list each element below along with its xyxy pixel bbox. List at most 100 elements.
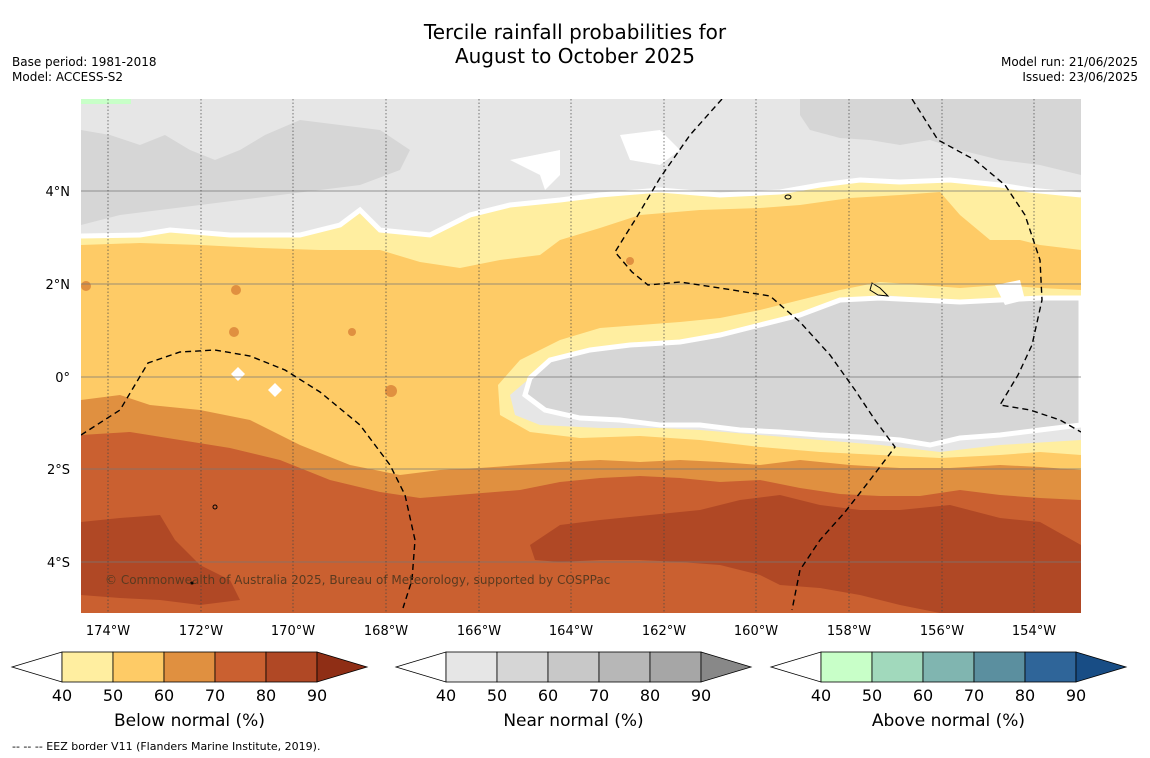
latitude-labels: 4°N 2°N 0° 2°S 4°S [46, 185, 71, 571]
above-normal-colorbar-tick: 70 [964, 686, 984, 705]
above-normal-colorbar: 40 50 60 70 80 90 Above normal (%) [769, 651, 1128, 731]
lon-label-164w: 164°W [549, 624, 593, 639]
white-patch-4 [620, 130, 680, 165]
lat-label-0: 0° [55, 371, 70, 386]
gridlines [81, 99, 1081, 613]
below-normal-colorbar-tick: 90 [307, 686, 327, 705]
issued-text: Issued: 23/06/2025 [1022, 70, 1138, 84]
below-normal-colorbar-tick: 50 [103, 686, 123, 705]
speck-4 [385, 385, 397, 397]
near-normal-north-boundary [81, 177, 1081, 239]
white-patch-1 [231, 367, 245, 381]
copyright-text: © Commonwealth of Australia 2025, Bureau… [105, 573, 610, 587]
near-normal-colorbar-segment [649, 651, 702, 683]
above-normal-colorbar-segment [1024, 651, 1077, 683]
lon-label-166w: 166°W [457, 624, 501, 639]
near-normal-colorbar-high-arrow [700, 651, 753, 683]
near-normal-50-patch-ne [800, 99, 1081, 175]
speck-3 [348, 328, 356, 336]
model-run-text: Model run: 21/06/2025 [1000, 55, 1138, 69]
probability-field: © Commonwealth of Australia 2025, Bureau… [81, 99, 1081, 613]
below-normal-colorbar-segment [163, 651, 216, 683]
lon-label-158w: 158°W [827, 624, 871, 639]
eez-border-west [81, 349, 416, 609]
above-normal-colorbar-low-arrow [769, 651, 822, 683]
lon-label-168w: 168°W [364, 624, 408, 639]
base-period-text: Base period: 1981-2018 [12, 55, 157, 69]
near-normal-colorbar-tick: 80 [640, 686, 660, 705]
title-line-2: August to October 2025 [454, 44, 696, 68]
eez-borders [81, 99, 1081, 611]
island-2 [784, 194, 792, 200]
speck-6 [626, 257, 634, 265]
above-normal-colorbar-segment [973, 651, 1026, 683]
model-name-text: Model: ACCESS-S2 [12, 70, 124, 84]
white-patch-2 [268, 383, 282, 397]
speck-5 [81, 281, 91, 291]
below-normal-colorbar-segment [112, 651, 165, 683]
near-normal-colorbar-segment [496, 651, 549, 683]
below-normal-colorbar: 40 50 60 70 80 90 Below normal (%) [10, 651, 369, 731]
above-normal-colorbar-high-arrow [1075, 651, 1128, 683]
below-normal-colorbar-title: Below normal (%) [114, 711, 265, 731]
above-normal-colorbar-segment [922, 651, 975, 683]
lon-label-172w: 172°W [179, 624, 223, 639]
eez-border-east [911, 99, 1081, 433]
near-normal-colorbar-tick: 40 [436, 686, 456, 705]
below-normal-colorbar-tick: 70 [205, 686, 225, 705]
below-normal-colorbar-tick: 40 [52, 686, 72, 705]
speck-1 [231, 285, 241, 295]
near-normal-colorbar-tick: 70 [589, 686, 609, 705]
map-title: Tercile rainfall probabilities for Augus… [0, 20, 1150, 68]
island-3 [212, 504, 218, 510]
above-normal-colorbar-title: Above normal (%) [872, 711, 1025, 731]
longitude-labels: 174°W 172°W 170°W 168°W 166°W 164°W 162°… [86, 624, 1056, 639]
above-normal-colorbar-tick: 80 [1015, 686, 1035, 705]
below-normal-90-patch-east [530, 495, 1081, 613]
lat-label-2n: 2°N [46, 278, 71, 293]
below-normal-colorbar-segment [61, 651, 114, 683]
above-normal-40-patch [81, 99, 131, 104]
below-normal-colorbar-tick: 80 [256, 686, 276, 705]
lon-label-170w: 170°W [271, 624, 315, 639]
near-normal-colorbar-segment [445, 651, 498, 683]
colorbars: 40 50 60 70 80 90 Below normal (%) 40 50 60 70 80 90… [10, 651, 1128, 731]
speck-2 [229, 327, 239, 337]
below-normal-colorbar-segment [214, 651, 267, 683]
eez-border-central [614, 99, 896, 611]
near-normal-colorbar-tick: 50 [487, 686, 507, 705]
white-patch-5 [995, 280, 1025, 305]
near-normal-colorbar-segment [598, 651, 651, 683]
near-normal-colorbar: 40 50 60 70 80 90 Near normal (%) [394, 651, 753, 731]
lat-label-4n: 4°N [46, 185, 71, 200]
below-normal-colorbar-low-arrow [10, 651, 63, 683]
run-info: Model run: 21/06/2025 Issued: 23/06/2025 [1001, 55, 1138, 85]
near-normal-colorbar-low-arrow [394, 651, 447, 683]
above-normal-colorbar-tick: 40 [811, 686, 831, 705]
lon-label-160w: 160°W [734, 624, 778, 639]
above-normal-colorbar-tick: 60 [913, 686, 933, 705]
lon-label-174w: 174°W [86, 624, 130, 639]
island-1 [869, 282, 890, 297]
island-4 [190, 581, 194, 585]
lat-label-4s: 4°S [47, 556, 70, 571]
lon-label-154w: 154°W [1012, 624, 1056, 639]
lon-label-156w: 156°W [920, 624, 964, 639]
above-normal-colorbar-segment [820, 651, 873, 683]
below-normal-colorbar-tick: 60 [154, 686, 174, 705]
lat-label-2s: 2°S [47, 463, 70, 478]
above-normal-colorbar-segment [871, 651, 924, 683]
white-patch-3 [510, 150, 560, 190]
lon-label-162w: 162°W [642, 624, 686, 639]
below-normal-90-patch-west [81, 515, 240, 605]
title-line-1: Tercile rainfall probabilities for [423, 20, 727, 44]
near-normal-50-patch-nw [81, 120, 410, 225]
near-normal-colorbar-tick: 60 [538, 686, 558, 705]
near-normal-colorbar-tick: 90 [691, 686, 711, 705]
below-normal-colorbar-segment [265, 651, 318, 683]
above-normal-colorbar-tick: 90 [1066, 686, 1086, 705]
near-normal-colorbar-title: Near normal (%) [503, 711, 643, 731]
footnote-text: -- -- -- EEZ border V11 (Flanders Marine… [12, 740, 321, 753]
below-normal-colorbar-high-arrow [316, 651, 369, 683]
